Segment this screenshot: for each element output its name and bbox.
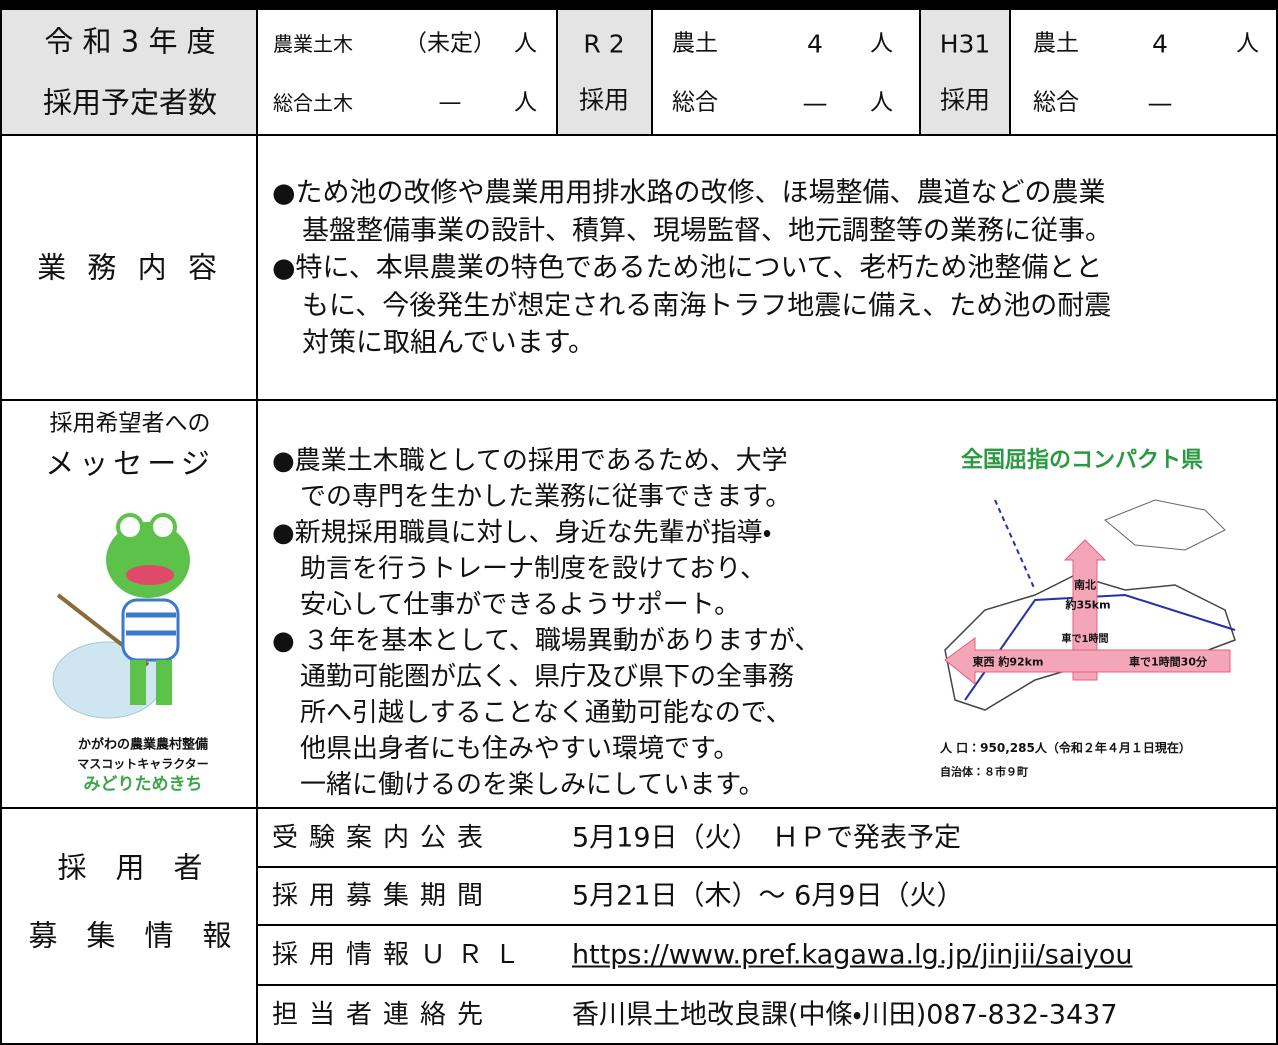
mouth [126,565,174,585]
rule [0,10,2,1045]
info-label: 担当者連絡先 [272,1000,495,1030]
duty-line: 対策に取組んでいます。 [302,327,595,359]
label: メッセージ [45,446,215,481]
municipalities: 自治体：８市９町 [940,765,1028,779]
arrow-ns [1063,539,1107,681]
rule [256,10,258,1045]
map-title: 全国屈指のコンパクト県 [960,448,1204,473]
field: 農土 [672,30,718,57]
rule [919,10,921,135]
message-line: 所へ引越しすることなく通勤可能なので、 [300,698,792,728]
duty-line: もに、今後発生が想定される南海トラフ地震に備え、ため池の耐震 [302,290,1112,321]
rule [0,1043,1278,1045]
leg [130,660,146,705]
duty-line: ●ため池の改修や農業用用排水路の改修、ほ場整備、農道などの農業 [272,177,1106,209]
eye [116,513,144,541]
info-label: 採用情報ＵＲＬ [272,940,532,970]
label: 採用予定者数 [42,85,218,120]
rule [257,866,1278,868]
message-line: での専門を生かした業務に従事できます。 [300,482,792,512]
top-bar [0,0,1278,10]
label: 募 集 情 報 [28,918,232,953]
mascot-caption: かがわの農業農村整備 [77,737,209,753]
arrow-ew [944,637,1231,686]
message-line: 助言を行うトレーナ制度を設けており、 [300,554,767,584]
label: 令 和 3 年 度 [44,24,216,59]
count: 4 [1152,29,1168,59]
duty-line: 基盤整備事業の設計、積算、現場監督、地元調整等の業務に従事。 [302,215,1112,246]
info-value: 5月21日（木）～ 6月9日（火） [572,880,964,912]
count: — [438,89,462,116]
message-line: 安心して仕事ができるようサポート。 [300,590,741,620]
info-value: 5月19日（火） ＨＰで発表予定 [572,822,962,854]
rule [0,134,1278,136]
label-bg [557,10,652,135]
unit: 人 [514,89,537,116]
mascot-caption: マスコットキャラクター [77,757,209,771]
map-label: 約35km [1065,598,1111,612]
message-line: 他県出身者にも住みやすい環境です。 [300,734,740,764]
rule [1276,10,1278,1045]
count: 4 [807,29,823,59]
message-line: 一緒に働けるのを楽しみにしています。 [300,770,765,800]
population: 人 口：950,285人（令和２年４月１日現在） [940,741,1191,755]
year-label: H31 [939,29,991,59]
unit: 人 [870,30,893,57]
rule [0,399,1278,401]
island [1104,499,1226,551]
info-value: https://www.pref.kagawa.lg.jp/jinjii/sai… [572,939,1133,971]
leg [156,660,172,705]
field: 農業土木 [273,32,353,56]
count: — [1147,88,1173,118]
info-value: 香川県土地改良課(中條・川田)087-832-3437 [572,999,1118,1031]
info-label: 受験案内公表 [272,823,495,853]
route [994,499,1036,591]
field: 農土 [1033,30,1079,57]
year-label: 採用 [939,85,991,115]
map-label: 車で1時間 [1061,634,1109,645]
rule [257,924,1278,926]
mascot-caption: みどりためきち [83,774,203,795]
label: 採 用 者 [57,850,203,885]
field: 総合土木 [273,91,353,115]
field: 総合 [672,89,718,116]
unit: 人 [514,30,537,57]
label-bg [920,10,1010,135]
map-label: 東西 約92km [972,655,1044,669]
map-label: 車で1時間30分 [1129,655,1207,669]
rule [0,807,1278,809]
duty-line: ●特に、本県農業の特色であるため池について、老朽ため池整備とと [272,252,1103,284]
message-line: ●新規採用職員に対し、身近な先輩が指導・ [272,518,772,548]
count: （未定） [404,30,496,57]
label: 業 務 内 容 [37,250,223,285]
eye [149,513,177,541]
year-label: 採用 [578,85,630,115]
unit: 人 [870,89,893,116]
shirt [121,598,180,662]
mascot [52,513,190,719]
map-label: 南北 [1074,578,1096,592]
count: — [802,88,828,118]
rule [556,10,558,135]
field: 総合 [1033,89,1079,116]
info-label: 採用募集期間 [272,881,495,911]
message-line: ● ３年を基本として、職場異動がありますが、 [272,626,821,656]
rule [651,10,653,135]
unit: 人 [1236,30,1259,57]
year-label: R 2 [583,29,625,59]
rule [257,984,1278,986]
label: 採用希望者への [49,410,211,437]
message-line: 通勤可能圏が広く、県庁及び県下の全事務 [300,662,795,692]
message-line: ●農業土木職としての採用であるため、大学 [272,446,788,476]
label-bg [0,10,257,135]
map [944,499,1236,711]
rule [1009,10,1011,135]
